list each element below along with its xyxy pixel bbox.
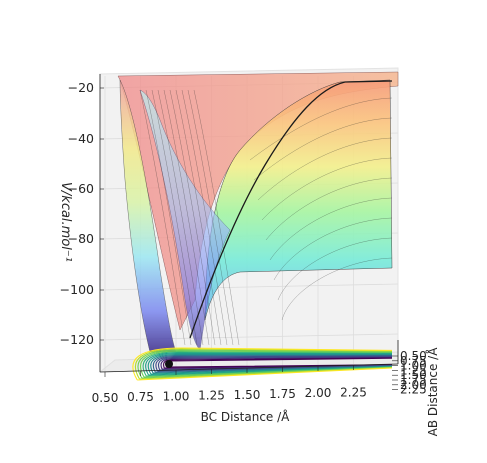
x-tick-label: 1.00 <box>163 389 190 403</box>
surface-bowl <box>139 89 231 351</box>
y-tick-label: 1.50 <box>400 368 427 382</box>
y-tick-label: 0.50 <box>400 349 427 363</box>
z-tick-label: −40 <box>68 131 94 146</box>
mesh-line <box>193 89 240 346</box>
potential-surface <box>117 71 399 353</box>
x-tick-label: 1.75 <box>269 387 296 401</box>
x-tick-label: 2.00 <box>305 386 332 400</box>
y-tick-label: 1.25 <box>400 363 427 377</box>
z-tick-label: −120 <box>60 332 94 347</box>
mesh-line <box>175 89 222 346</box>
mesh-line <box>169 89 216 346</box>
z-tick-labels: −20 −40 −60 −80 −100 −120 <box>60 80 104 347</box>
contour-projection <box>132 347 393 381</box>
mesh-line <box>145 89 192 346</box>
z-axis-label: V/kcal.mol⁻¹ <box>58 182 73 262</box>
surface-mesh <box>139 89 393 346</box>
x-tick-label: 0.50 <box>92 391 119 405</box>
mesh-line <box>257 137 393 201</box>
mesh-line <box>249 97 393 161</box>
y-tick-label: 0.75 <box>400 354 427 368</box>
x-axis-line <box>99 363 399 373</box>
x-tick-labels: 0.50 0.75 1.00 1.25 1.50 1.75 2.00 2.25 <box>92 365 367 405</box>
mesh-line <box>253 117 393 181</box>
x-axis-label: BC Distance /Å <box>201 409 291 424</box>
mesh-line <box>187 89 234 346</box>
y-tick-label: 2.25 <box>400 383 427 397</box>
minimum-marker <box>165 360 173 368</box>
x-tick-label: 0.75 <box>127 390 154 404</box>
mesh-line <box>181 89 228 346</box>
mesh-line <box>139 89 186 346</box>
mesh-line <box>157 89 204 346</box>
z-tick-label: −80 <box>68 231 94 246</box>
y-tick-labels: 0.500.751.001.251.501.752.002.25 <box>392 349 427 397</box>
mesh-line <box>163 89 210 346</box>
z-tick-label: −20 <box>68 80 94 95</box>
contour-line <box>132 347 393 381</box>
z-tick-label: −60 <box>68 181 94 196</box>
axes <box>99 74 399 373</box>
mesh-line <box>151 89 198 346</box>
y-tick-label: 2.00 <box>400 378 427 392</box>
z-tick-label: −100 <box>60 282 94 297</box>
mesh-line <box>265 177 393 241</box>
y-tick-label: 1.00 <box>400 359 427 373</box>
surface-ridge-edge <box>189 80 393 339</box>
mesh-line <box>261 157 393 221</box>
x-tick-label: 1.25 <box>198 389 225 403</box>
y-axis-label: AB Distance /Å <box>425 347 440 437</box>
y-tick-label: 1.75 <box>400 373 427 387</box>
x-tick-label: 2.25 <box>340 385 367 399</box>
x-tick-label: 1.50 <box>234 388 261 402</box>
